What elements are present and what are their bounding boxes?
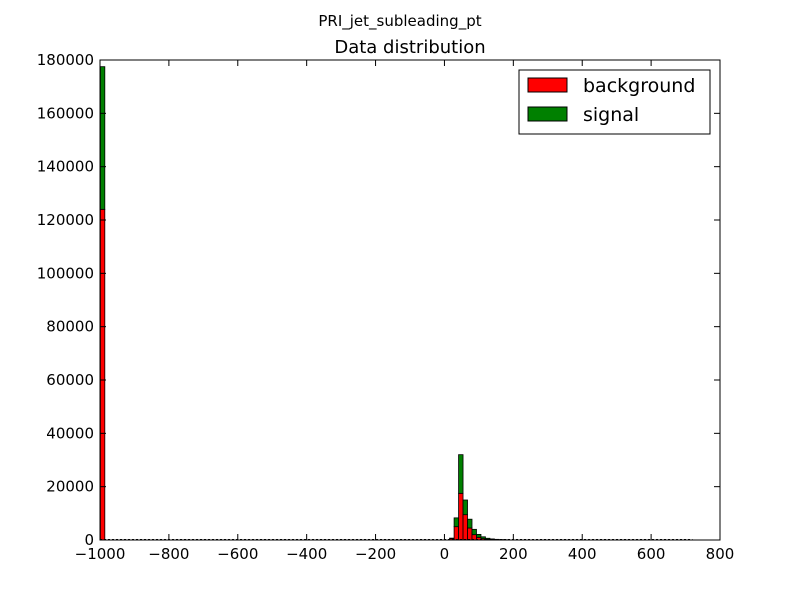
x-tick-label: −600 — [217, 545, 258, 563]
y-tick-label: 0 — [84, 531, 94, 549]
bar-background-5 — [467, 527, 473, 541]
x-tick-label: −400 — [286, 545, 327, 563]
legend-swatch-background — [527, 77, 568, 93]
bar-signal-7 — [476, 534, 482, 538]
y-tick-label: 180000 — [37, 51, 94, 69]
legend-label-signal: signal — [583, 104, 639, 126]
chart-title: Data distribution — [334, 37, 485, 58]
y-tick-label: 80000 — [46, 318, 94, 336]
y-tick-label: 60000 — [46, 371, 94, 389]
bar-signal-0 — [99, 66, 106, 210]
bar-background-3 — [458, 492, 464, 541]
x-tick-label: −800 — [148, 545, 189, 563]
x-tick-label: 600 — [637, 545, 666, 563]
bar-background-4 — [462, 514, 468, 541]
bar-signal-1 — [449, 537, 455, 540]
axes: −1000 −800 −600 −400 −200 0 200 400 600 800 0 20000… — [37, 51, 735, 563]
y-tick-label: 20000 — [46, 478, 94, 496]
x-tick-label: −1000 — [75, 545, 126, 563]
axes-frame — [99, 59, 721, 541]
bar-signal-4 — [462, 499, 468, 516]
x-tick-label: −200 — [355, 545, 396, 563]
bar-signal-3 — [458, 454, 464, 494]
legend-swatch-signal — [527, 106, 568, 122]
bar-background-2 — [453, 526, 459, 541]
chart-suptitle: PRI_jet_subleading_pt — [318, 12, 481, 31]
bar-background-0 — [99, 208, 106, 541]
y-tick-label: 40000 — [46, 424, 94, 442]
legend: background signal — [518, 69, 711, 135]
x-tick-label: 200 — [499, 545, 528, 563]
y-tick-label: 140000 — [37, 158, 94, 176]
bar-signal-5 — [467, 518, 473, 529]
x-tick-label: 0 — [440, 545, 450, 563]
x-tick-label: 800 — [706, 545, 735, 563]
bar-signal-2 — [453, 517, 459, 528]
y-tick-label: 100000 — [37, 264, 94, 282]
y-tick-label: 160000 — [37, 104, 94, 122]
x-tick-label: 400 — [568, 545, 597, 563]
plot-area — [99, 66, 693, 541]
bar-signal-6 — [471, 528, 477, 536]
legend-label-background: background — [583, 75, 695, 97]
bar-signal-8 — [480, 536, 486, 540]
y-tick-label: 120000 — [37, 211, 94, 229]
